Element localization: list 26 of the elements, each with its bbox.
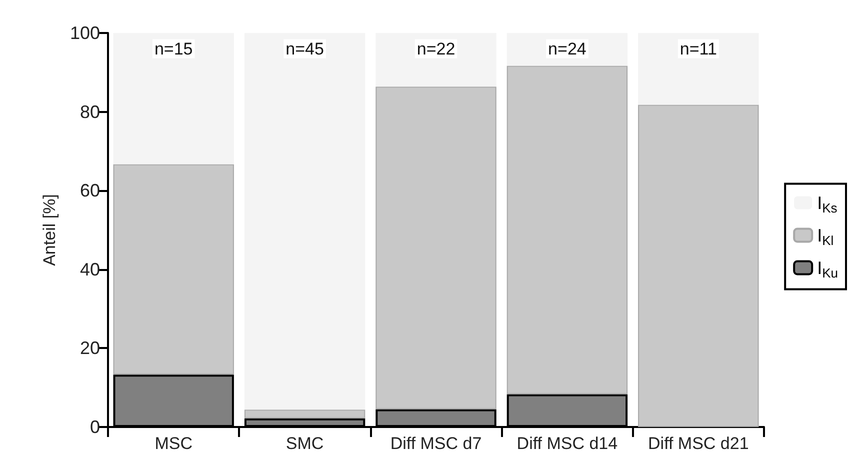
y-tick-label: 100 [70, 23, 100, 43]
bar [506, 66, 628, 394]
annotation: n=11 [680, 39, 717, 58]
x-tick-label: Diff MSC d14 [516, 434, 618, 453]
annotation: n=24 [548, 39, 586, 58]
bar [638, 33, 759, 105]
x-tick-label: SMC [286, 434, 324, 453]
annotation: n=15 [154, 39, 193, 58]
bar [113, 33, 234, 164]
x-tick-label: MSC [154, 434, 192, 453]
x-tick-label: Diff MSC d7 [390, 434, 482, 453]
y-tick-label: 20 [80, 338, 100, 358]
bar [244, 410, 366, 418]
y-axis-title: Anteil [%] [40, 194, 59, 266]
bar [376, 86, 496, 410]
y-tick-label: 0 [90, 417, 100, 437]
annotation: n=45 [286, 39, 324, 58]
y-tick-label: 80 [80, 102, 100, 122]
annotation: n=22 [416, 39, 456, 58]
bar [638, 104, 759, 427]
y-tick-label: 60 [80, 180, 100, 201]
x-tick-label: Diff MSC d21 [648, 434, 749, 453]
bar [376, 33, 496, 87]
y-tick-label: 40 [80, 259, 100, 280]
bar [113, 164, 234, 375]
bar [244, 33, 366, 410]
